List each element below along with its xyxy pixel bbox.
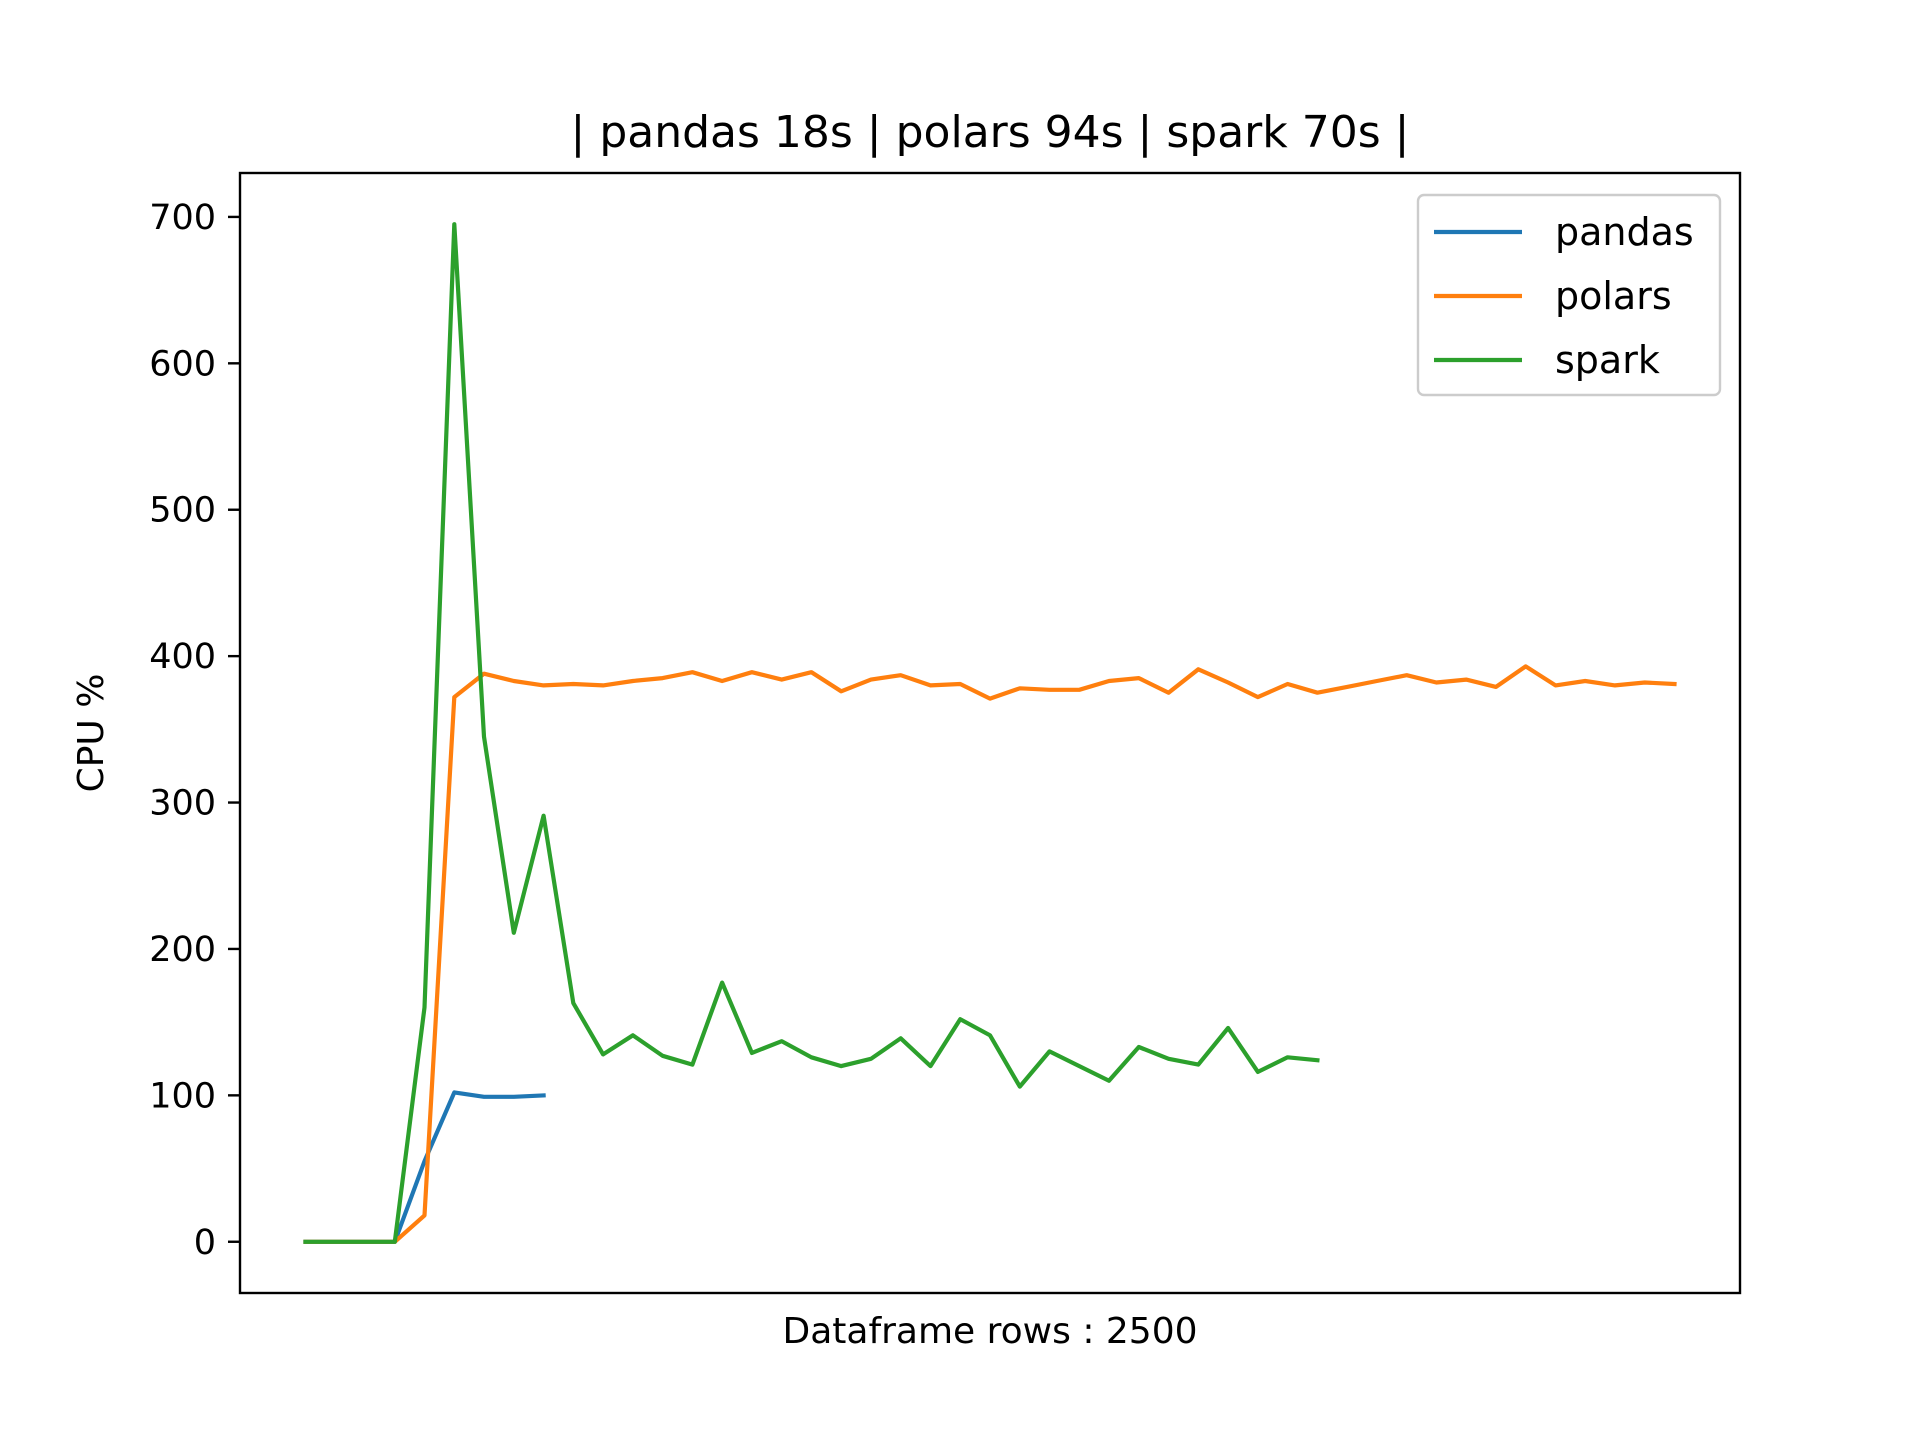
- series-lines: [303, 222, 1677, 1244]
- y-axis: 0 100 200 300 400 500 600 700: [149, 198, 240, 1263]
- legend-label-polars: polars: [1555, 274, 1672, 318]
- x-axis-label: Dataframe rows : 2500: [782, 1311, 1197, 1352]
- y-tick-label: 100: [149, 1076, 216, 1116]
- series-line-spark: [303, 222, 1320, 1244]
- legend-label-pandas: pandas: [1555, 210, 1694, 254]
- series-line-pandas: [303, 1090, 546, 1244]
- y-tick-label: 600: [149, 344, 216, 384]
- y-tick-label: 200: [149, 930, 216, 970]
- y-tick-label: 0: [194, 1223, 216, 1263]
- y-tick-label: 500: [149, 491, 216, 531]
- plot-area-frame: [238, 171, 1742, 1295]
- y-tick-label: 700: [149, 198, 216, 238]
- y-axis-label: CPU %: [71, 674, 112, 793]
- series-line-polars: [303, 664, 1677, 1244]
- legend-label-spark: spark: [1555, 338, 1660, 382]
- y-tick-label: 300: [149, 784, 216, 824]
- legend: pandas polars spark: [1416, 193, 1722, 397]
- y-tick-label: 400: [149, 637, 216, 677]
- chart-title: | pandas 18s | polars 94s | spark 70s |: [571, 107, 1410, 158]
- legend-frame: [1416, 193, 1722, 397]
